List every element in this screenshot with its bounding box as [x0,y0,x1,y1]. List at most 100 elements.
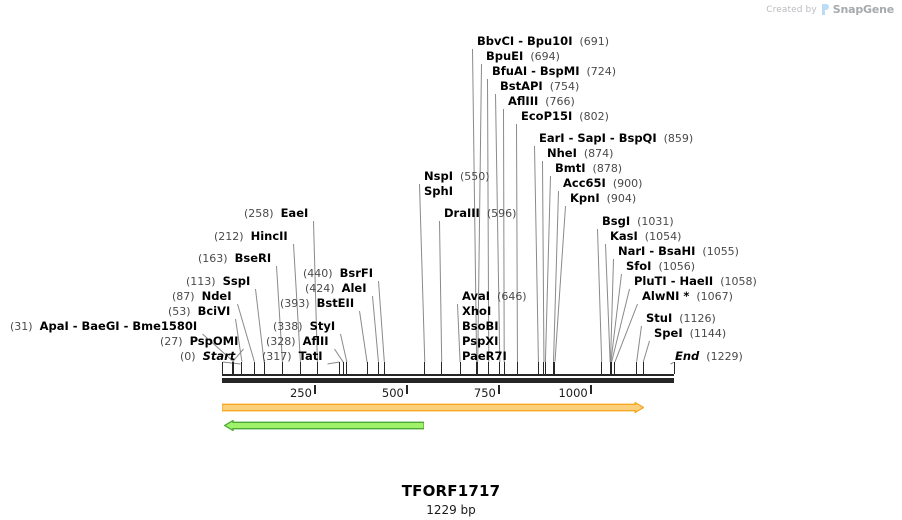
site-tick-bfuai [488,362,490,374]
site-label-nhei[interactable]: NheI (874) [547,146,614,161]
ruler-tick-label: 250 [289,386,312,400]
site-tick-bseri [281,362,283,374]
site-tick-bsgi [601,362,603,374]
site-tick-eari [537,362,539,374]
site-label-acc65i[interactable]: Acc65I (900) [563,176,643,191]
site-label-sspi[interactable]: (113) SspI [186,274,251,289]
site-label-eaei[interactable]: (258) EaeI [244,206,309,221]
site-label-bsrfi[interactable]: (440) BsrFI [303,266,373,281]
snapgene-watermark: Created by SnapGene [766,3,894,16]
site-label-kpni[interactable]: KpnI (904) [570,191,637,206]
ruler-tick [497,385,500,394]
site-label-ecop15i[interactable]: EcoP15I (802) [521,109,609,124]
leader-line-tati [327,361,340,365]
site-tick-bbvci [476,362,478,374]
site-label-alwni[interactable]: AlwNI * (1067) [642,289,733,304]
site-tick-bstapi [499,362,501,374]
site-tick-eaei [316,362,318,374]
site-label-ndei[interactable]: (87) NdeI [172,289,232,304]
ruler-tick [313,385,316,394]
site-tick-start [222,362,223,374]
site-label-stui[interactable]: StuI (1126) [646,311,716,326]
site-tick-alei [377,362,379,374]
leader-line-stui [636,325,642,363]
leader-line-nspi [419,183,426,363]
site-tick-ecop15i [516,362,518,374]
site-tick-aflii [342,362,344,374]
site-tick-tati [338,362,340,374]
site-label-bseri[interactable]: (163) BseRI [198,251,272,266]
leader-line-alei [372,295,379,363]
site-label-bstapi[interactable]: BstAPI (754) [500,79,580,94]
site-label-tati[interactable]: (317) TatI [262,349,323,364]
site-tick-styi [346,362,348,374]
site-label-nspi[interactable]: NspI (550) [424,169,490,184]
site-tick-nspi [424,362,426,374]
site-tick-sspi [263,362,265,374]
orf-reverse-arrow[interactable] [223,420,424,431]
site-label-nari[interactable]: NarI - BsaHI (1055) [618,244,739,259]
watermark-brand: SnapGene [832,3,894,16]
site-label-pluti[interactable]: PluTI - HaeII (1058) [634,274,757,289]
site-tick-bpuei [477,362,479,374]
leader-line-ecop15i [516,123,518,363]
site-label-bsgi[interactable]: BsgI (1031) [602,214,674,229]
site-label-bfuai[interactable]: BfuAI - BspMI (724) [492,64,617,79]
ruler-tick-label: 1000 [558,386,588,400]
site-label-paer7i[interactable]: PaeR7I [462,349,507,363]
construct-length: 1229 bp [426,503,476,517]
site-tick-avai [459,362,461,374]
leader-line-eari [534,145,539,363]
site-label-pspxi[interactable]: PspXI [462,334,499,348]
leader-line-bsgi [597,228,603,363]
snapgene-logo-icon [821,4,829,15]
site-tick-end [674,362,675,374]
site-label-aflii[interactable]: (328) AflII [266,334,329,349]
ruler-tick [405,385,408,394]
site-label-bpuei[interactable]: BpuEI (694) [486,49,560,64]
orf-forward-arrow[interactable] [222,402,645,413]
leader-line-bsrfi [378,280,385,363]
site-label-alei[interactable]: (424) AleI [305,281,367,296]
site-label-bmti[interactable]: BmtI (878) [555,161,623,176]
leader-line-draiii [439,220,443,363]
site-label-spei[interactable]: SpeI (1144) [654,326,727,341]
site-label-bcivi[interactable]: (53) BciVI [168,304,231,319]
site-label-bsobi[interactable]: BsoBI [462,319,499,333]
site-label-afliii[interactable]: AflIII (766) [508,94,575,109]
site-label-sfoi[interactable]: SfoI (1056) [626,259,696,274]
leader-line-spei [642,340,650,363]
watermark-prefix: Created by [766,4,817,15]
site-tick-sfoi [610,362,612,374]
site-tick-stui [636,362,638,374]
site-label-styi[interactable]: (338) StyI [273,319,336,334]
site-tick-acc65i [553,362,554,374]
site-label-kasi[interactable]: KasI (1054) [610,229,682,244]
site-label-end[interactable]: End (1229) [675,349,743,364]
site-tick-pspomi [231,362,233,374]
site-label-sphi[interactable]: SphI [424,184,453,198]
site-label-bstell[interactable]: (393) BstEII [280,296,355,311]
site-tick-bstell [366,362,368,374]
site-label-hincii[interactable]: (212) HincII [214,229,288,244]
site-label-apai[interactable]: (31) ApaI - BaeGI - Bme1580I [10,319,198,334]
site-label-pspomi[interactable]: (27) PspOMI [160,334,239,349]
site-tick-draiii [441,362,443,374]
site-label-eari[interactable]: EarI - SapI - BspQI (859) [539,131,694,146]
site-tick-ndei [253,362,255,374]
construct-name: TFORF1717 [401,482,501,500]
site-label-xhoi[interactable]: XhoI [462,304,492,318]
site-tick-nhei [543,362,545,374]
leader-line-bmti [544,175,551,363]
site-tick-apai [233,362,235,374]
leader-line-afliii [503,108,505,363]
site-tick-hincii [299,362,301,374]
leader-line-avai [457,303,461,363]
site-label-bbvci[interactable]: BbvCI - Bpu10I (691) [477,34,610,49]
ruler-bar [222,378,674,383]
site-label-draiii[interactable]: DraIII (596) [444,206,517,221]
site-label-start[interactable]: (0) Start [180,349,236,364]
leader-line-bstell [359,310,368,363]
site-label-avai[interactable]: AvaI (646) [462,289,527,304]
